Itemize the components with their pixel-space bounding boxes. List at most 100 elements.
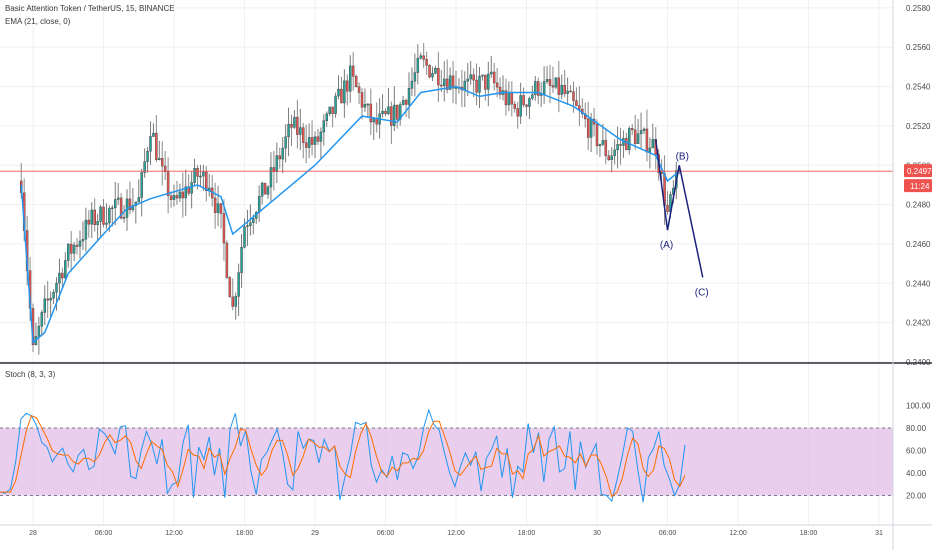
candle-down [119, 197, 123, 219]
candle-down [384, 110, 387, 115]
candle-up [651, 138, 655, 149]
candle-down [572, 91, 575, 101]
candle-up [463, 80, 467, 91]
candle-up [257, 195, 261, 213]
candle-down [522, 95, 525, 106]
elliott-wave-projection[interactable]: (A) (B) (C) [655, 139, 709, 299]
time-tick-label: 06:00 [659, 530, 677, 537]
time-tick-label: 18:00 [800, 530, 818, 537]
candle-down [310, 137, 314, 145]
candle-up [616, 144, 619, 151]
candle-up [43, 298, 46, 313]
candle-up [52, 291, 55, 299]
candle-down [351, 65, 355, 77]
candle-up [240, 247, 243, 273]
time-axis[interactable]: 28 06:00 12:00 18:00 29 06:00 12:00 18:00 30 06:0… [0, 525, 932, 550]
candle-up [275, 155, 279, 172]
candle-down [375, 118, 378, 125]
candle-down [102, 206, 105, 225]
candle-up [545, 79, 549, 82]
candle-down [155, 132, 158, 160]
candle-up [507, 92, 511, 106]
candle-up [448, 75, 452, 90]
wave-label: (B) [676, 151, 689, 162]
candle-up [466, 78, 469, 82]
candle-up [122, 217, 126, 219]
candle-up [642, 128, 646, 131]
candle-up [639, 130, 643, 135]
candle-down [331, 106, 334, 114]
candle-up [111, 207, 114, 210]
stoch-indicator-label[interactable]: Stoch (8, 3, 3) [5, 370, 56, 379]
candle-up [372, 118, 375, 123]
candle-down [175, 195, 179, 199]
candle-down [631, 128, 634, 131]
candle-down [187, 186, 190, 194]
candle-up [349, 65, 352, 92]
chart-grid [0, 0, 893, 525]
candle-up [328, 106, 331, 114]
candle-down [537, 81, 540, 96]
candle-up [589, 118, 593, 138]
candle-up [648, 147, 652, 153]
candle-up [419, 55, 422, 59]
candle-up [293, 116, 296, 128]
candle-up [108, 208, 111, 224]
candle-down [213, 197, 217, 213]
ema-indicator-label[interactable]: EMA (21, close, 0) [5, 17, 71, 26]
ema-line [20, 85, 680, 344]
time-tick-label: 31 [875, 530, 883, 537]
candle-up [490, 71, 493, 75]
candle-up [554, 77, 558, 88]
candle-down [69, 243, 73, 254]
candle-up [78, 240, 82, 247]
candle-up [140, 172, 143, 198]
candle-down [225, 242, 229, 278]
candle-up [64, 260, 67, 279]
price-tick-label: 0.2460 [906, 240, 931, 249]
candle-up [381, 110, 384, 115]
price-tick-label: 0.2420 [906, 319, 931, 328]
candle-up [202, 171, 205, 177]
candle-up [601, 140, 605, 145]
stoch-tick-label: 100.00 [906, 402, 931, 411]
price-scale-bg [893, 0, 932, 550]
candle-down [340, 88, 343, 104]
candle-up [416, 57, 420, 73]
candle-down [428, 65, 431, 78]
candle-up [216, 203, 220, 213]
candle-up [610, 155, 613, 160]
candle-up [431, 73, 434, 78]
stoch-d-line [0, 414, 686, 498]
candle-up [114, 199, 117, 209]
countdown-label: 11:24 [910, 182, 930, 191]
last-price-tag [904, 164, 932, 178]
candle-down [472, 74, 475, 81]
candle-up [246, 225, 249, 227]
candle-down [604, 140, 608, 157]
candle-up [149, 136, 152, 152]
candle-down [360, 92, 364, 108]
candle-down [396, 104, 399, 120]
price-scale[interactable]: 0.25800.25600.25400.25200.25000.24800.24… [893, 0, 932, 550]
stoch-scale[interactable]: 100.00 80.00 60.00 40.00 20.00 [906, 402, 931, 501]
candle-up [299, 127, 302, 135]
stoch-k-line [0, 408, 686, 503]
candle-down [354, 76, 358, 87]
candle-down [205, 171, 208, 191]
candle-up [566, 90, 569, 94]
candle-up [234, 296, 237, 307]
candle-down [422, 55, 425, 60]
candle-up [178, 191, 182, 199]
symbol-title[interactable]: Basic Attention Token / TetherUS, 15, BI… [5, 4, 175, 13]
candle-down [660, 172, 663, 174]
stoch-tick-label: 60.00 [906, 447, 927, 456]
time-tick-label: 12:00 [447, 530, 465, 537]
candle-up [284, 136, 287, 149]
candle-down [357, 86, 361, 93]
candle-up [193, 168, 196, 183]
stoch-tick-label: 80.00 [906, 424, 927, 433]
candle-down [495, 82, 499, 88]
price-tick-label: 0.2540 [906, 83, 931, 92]
